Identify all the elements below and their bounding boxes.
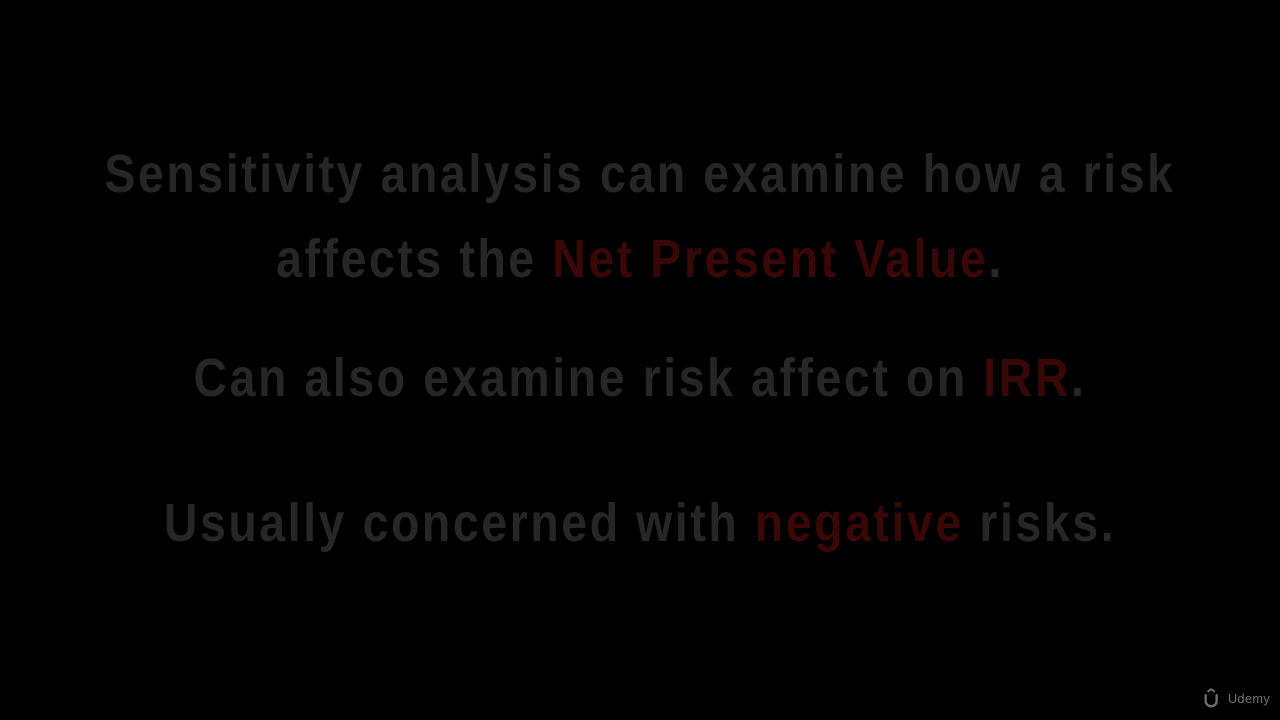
slide-text: affects the [276,229,553,289]
slide-text: Can also examine risk affect on [193,348,984,408]
udemy-logo-icon [1204,688,1218,708]
slide-text: Usually concerned with [163,493,755,553]
highlight-npv: Net Present Value [552,229,989,289]
slide-text: Sensitivity analysis can examine how a r… [104,144,1176,204]
slide-text: . [1070,348,1087,408]
slide-line-npv: affects the Net Present Value. [90,229,1191,289]
slide-line-sensitivity: Sensitivity analysis can examine how a r… [90,144,1191,204]
slide-text: risks. [963,493,1117,553]
slide-line-irr: Can also examine risk affect on IRR. [90,348,1191,408]
slide-line-negative-risks: Usually concerned with negative risks. [90,493,1191,553]
slide-text: . [988,229,1004,289]
highlight-irr: IRR [983,348,1071,408]
udemy-watermark: Udemy [1202,684,1270,712]
highlight-negative: negative [754,493,964,553]
udemy-label: Udemy [1227,690,1270,706]
